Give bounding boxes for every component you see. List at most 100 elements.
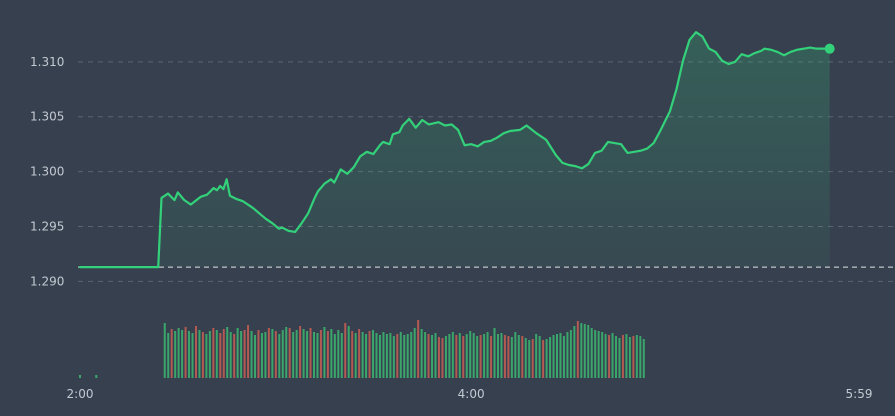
volume-bar [420, 329, 423, 378]
volume-bar [427, 334, 430, 378]
volume-bar [451, 332, 454, 378]
volume-bar [462, 336, 465, 378]
volume-bar [347, 326, 350, 378]
volume-bar [354, 333, 357, 378]
volume-bar [254, 335, 256, 378]
volume-bar [583, 324, 586, 378]
volume-bar [545, 339, 548, 378]
volume-bar [594, 330, 597, 378]
volume-bar [476, 336, 479, 378]
volume-bar [496, 334, 499, 378]
volume-bar [535, 334, 538, 378]
y-tick-label: 1.305 [30, 110, 64, 124]
volume-bar [507, 336, 510, 378]
volume-bar [236, 328, 239, 378]
volume-bar [299, 326, 302, 378]
volume-bar [198, 330, 201, 378]
volume-bar [483, 334, 486, 378]
volume-bar [580, 323, 583, 378]
volume-bar [226, 327, 229, 378]
volume-bar [531, 339, 534, 378]
volume-bar [559, 333, 562, 378]
price-area [158, 32, 830, 268]
volume-bar [490, 336, 493, 378]
volume-bar [625, 334, 628, 378]
volume-bar [517, 335, 520, 378]
volume-bar [493, 328, 496, 378]
price-area-fill [158, 32, 830, 268]
volume-bar [604, 334, 607, 378]
volume-bar [181, 330, 184, 378]
volume-bar [191, 333, 194, 378]
volume-bar [95, 375, 98, 378]
volume-bar [441, 338, 444, 378]
x-tick-label: 4:00 [458, 387, 485, 401]
volume-bar [444, 336, 447, 378]
volume-bar [208, 331, 211, 378]
volume-bar [229, 332, 232, 378]
volume-bar [472, 333, 475, 378]
volume-bar [503, 335, 506, 378]
volume-bar [465, 334, 468, 378]
volume-bar [215, 330, 218, 378]
volume-bar [372, 330, 375, 378]
volume-bar [486, 332, 489, 378]
price-line-path [78, 31, 831, 269]
volume-bar [413, 328, 416, 378]
volume-bar [177, 328, 180, 378]
volume-bar [510, 337, 513, 378]
volume-bar [469, 331, 472, 378]
volume-bar [542, 340, 545, 378]
volume-bar [448, 334, 451, 378]
volume-bar [295, 330, 298, 378]
volume-bar [174, 331, 177, 378]
volume-bar [528, 340, 531, 378]
volume-bar [285, 327, 288, 378]
volume-bar [514, 332, 517, 378]
volume-bar [434, 333, 437, 378]
volume-bar [271, 329, 274, 378]
volume-bar [396, 334, 399, 378]
volume-bar [562, 336, 565, 378]
volume-bar [479, 335, 482, 378]
volume-bar [201, 332, 204, 378]
volume-bar [635, 335, 638, 378]
volume-bar [163, 323, 166, 378]
volume-bar [368, 331, 371, 378]
y-tick-label: 1.290 [30, 274, 64, 288]
y-axis: 1.310 1.305 1.300 1.295 1.290 [30, 55, 64, 289]
volume-bar [615, 336, 618, 378]
volume-bar [437, 337, 440, 378]
volume-bar [333, 334, 336, 378]
volume-bar [323, 327, 326, 378]
volume-bar [406, 334, 409, 378]
price-line [78, 31, 831, 269]
volume-bar [611, 333, 614, 378]
volume-bar [424, 332, 427, 378]
volume-bar [184, 327, 187, 378]
volume-bar [639, 336, 642, 378]
volume-bar [240, 331, 243, 378]
volume-bar [385, 334, 388, 378]
volume-bar [573, 326, 576, 378]
volume-bar [309, 328, 312, 378]
volume-bar [194, 326, 197, 378]
volume-bar [250, 331, 253, 378]
volume-bar [170, 329, 173, 378]
volume-bar [552, 335, 555, 378]
volume-bar [281, 330, 284, 378]
volume-bar [222, 329, 225, 378]
volume-bar [632, 336, 635, 378]
volume-bar [219, 333, 222, 378]
volume-bar [264, 332, 267, 378]
volume-bar [337, 330, 340, 378]
volume-bar [79, 375, 81, 378]
volume-bar [587, 325, 590, 378]
volume-bar [500, 333, 503, 378]
volume-bar [351, 331, 354, 378]
volume-bar [621, 335, 624, 378]
volume-bar [316, 333, 319, 378]
volume-bar [556, 334, 558, 378]
volume-bar [382, 332, 385, 378]
